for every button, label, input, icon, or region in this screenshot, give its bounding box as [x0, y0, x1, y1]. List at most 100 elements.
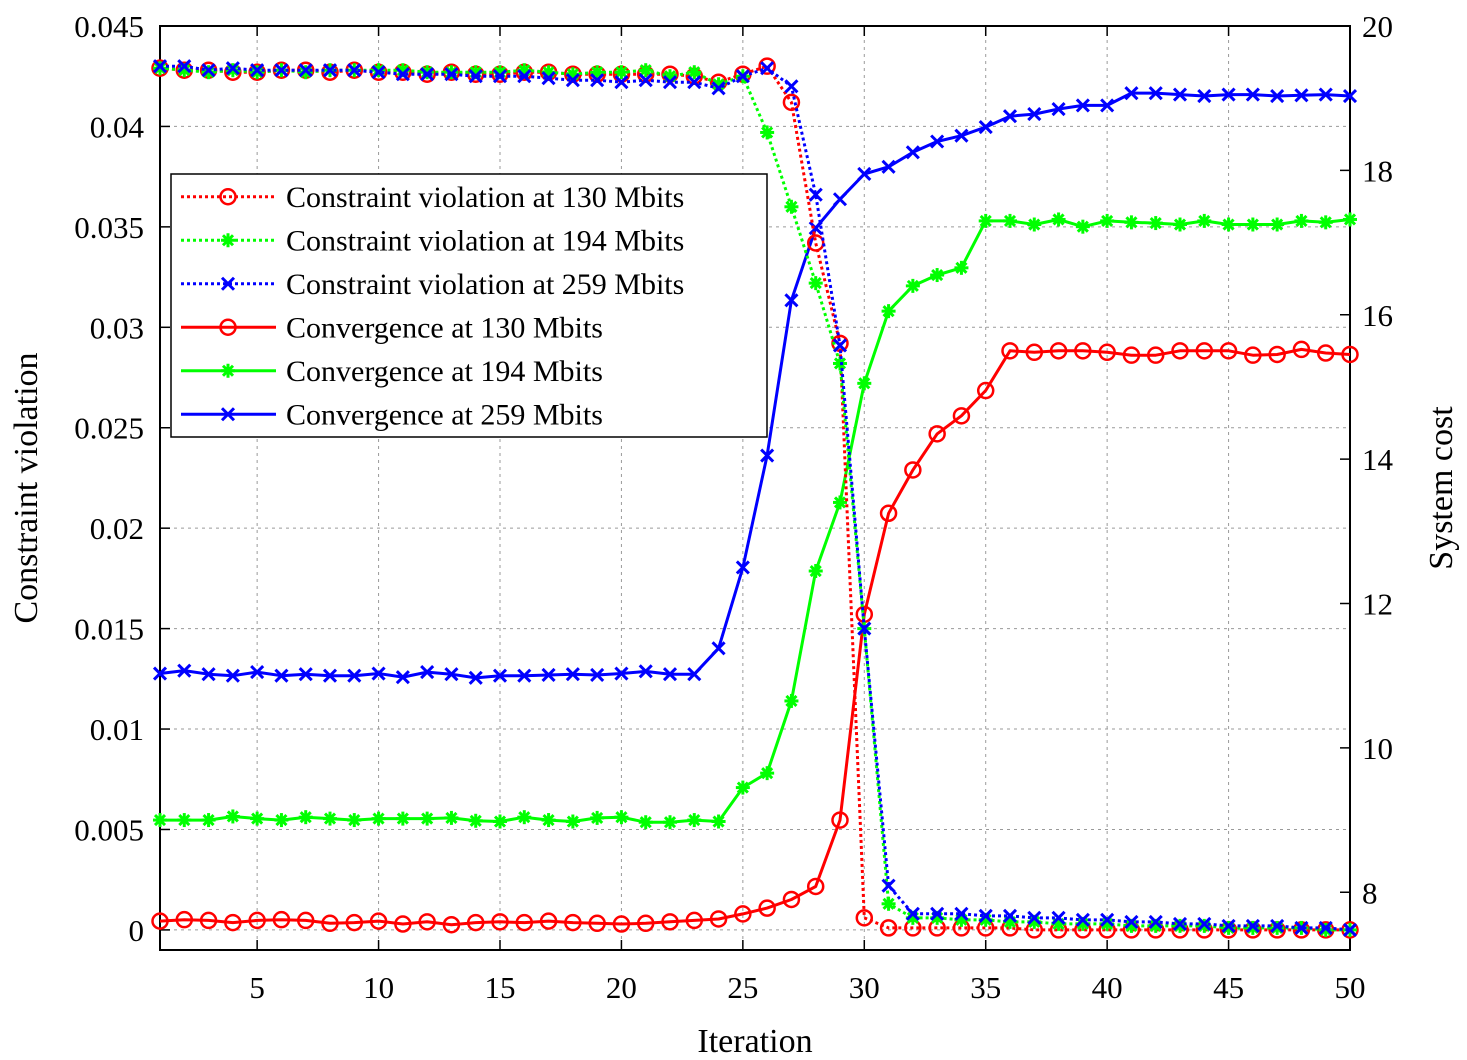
data-point: [808, 221, 823, 236]
legend-marker: [219, 318, 237, 336]
data-point: [930, 134, 945, 149]
data-point: [539, 912, 558, 930]
data-point: [1342, 88, 1358, 104]
data-point: [322, 63, 338, 78]
data-point: [1245, 217, 1260, 232]
data-point: [1270, 88, 1285, 104]
data-point: [711, 641, 726, 656]
data-point: [1270, 918, 1285, 933]
data-point: [371, 811, 386, 826]
legend-marker: [221, 233, 235, 248]
series-line: [159, 347, 1351, 927]
data-point: [806, 234, 825, 252]
data-point: [760, 61, 775, 76]
y-right-tick-label: 14: [1362, 442, 1394, 477]
data-point: [808, 276, 823, 291]
data-point: [321, 914, 339, 933]
data-point: [978, 213, 993, 228]
data-point: [1001, 342, 1019, 360]
data-point: [976, 381, 995, 400]
data-point: [687, 813, 702, 828]
data-point: [928, 425, 946, 443]
data-point: [369, 912, 388, 930]
legend-marker: [219, 188, 237, 206]
axis-ticks: [160, 25, 1351, 950]
legend-marker: [220, 276, 236, 291]
legend: Constraint violation at 130 Mbits Constra…: [170, 173, 768, 438]
series-convergence-at-259-mbits: [152, 86, 1358, 685]
legend-label: Constraint violation at 259 Mbits: [286, 268, 684, 301]
data-point: [347, 668, 362, 683]
data-point: [758, 57, 776, 75]
data-point: [1124, 215, 1139, 230]
data-point: [1197, 916, 1212, 931]
tick-labels: 5 10 15 20 25 30 35 40 45 50 0 0.005 0.01 0.015 0.02 0.…: [74, 9, 1393, 1005]
data-point: [881, 896, 896, 911]
data-point: [515, 913, 534, 932]
data-point: [832, 338, 848, 353]
x-tick-label: 35: [970, 970, 1001, 1005]
data-point: [1294, 88, 1309, 103]
data-point: [153, 813, 167, 828]
y-left-tick-label: 0.045: [74, 9, 144, 44]
data-point: [517, 810, 532, 825]
data-point: [152, 59, 168, 74]
data-point: [492, 69, 508, 84]
data-point: [832, 192, 848, 207]
data-point: [394, 915, 412, 933]
legend-item-constraint-violation-at-130-mbits: Constraint violation at 130 Mbits: [181, 181, 684, 214]
legend-item-convergence-at-130-mbits: Convergence at 130 Mbits: [181, 311, 603, 344]
data-point: [1173, 217, 1187, 232]
data-point: [614, 666, 629, 681]
y-right-tick-label: 18: [1362, 153, 1393, 188]
data-point: [1318, 87, 1333, 102]
data-point: [565, 73, 580, 88]
data-point: [541, 667, 556, 683]
data-point: [662, 667, 678, 682]
data-point: [879, 504, 898, 523]
data-point: [347, 813, 362, 828]
legend-label: Constraint violation at 194 Mbits: [286, 224, 684, 257]
data-point: [1171, 342, 1189, 360]
data-point: [760, 448, 775, 463]
data-point: [638, 664, 653, 679]
data-point: [685, 911, 704, 930]
data-point: [735, 560, 750, 575]
y-left-tick-label: 0.01: [90, 712, 144, 747]
y-left-axis-title: Constraint violation: [8, 352, 45, 623]
data-point: [687, 667, 702, 682]
data-point: [638, 815, 653, 830]
data-point: [1245, 87, 1260, 102]
data-point: [636, 914, 655, 933]
series-layer: [151, 57, 1359, 939]
data-point: [782, 93, 801, 112]
data-point: [881, 304, 896, 319]
data-point: [1002, 109, 1018, 124]
data-point: [493, 814, 507, 829]
data-point: [1146, 346, 1165, 364]
y-right-tick-label: 12: [1362, 587, 1393, 622]
data-point: [151, 912, 169, 930]
data-point: [954, 260, 969, 275]
data-point: [420, 811, 435, 826]
data-point: [1219, 342, 1238, 360]
series-convergence-at-130-mbits: [151, 340, 1359, 934]
data-point: [1294, 920, 1309, 935]
data-point: [345, 913, 364, 932]
data-point: [541, 813, 556, 828]
data-point: [904, 461, 922, 479]
legend-box: [170, 173, 768, 438]
data-point: [492, 668, 508, 683]
data-point: [1268, 345, 1286, 364]
data-point: [1148, 914, 1163, 929]
data-point: [274, 63, 289, 78]
data-point: [1244, 346, 1262, 364]
data-point: [564, 913, 582, 932]
y-left-tick-label: 0.015: [74, 612, 144, 647]
x-tick-label: 10: [363, 970, 394, 1005]
data-point: [517, 69, 532, 84]
data-point: [784, 293, 799, 308]
data-point: [395, 67, 410, 82]
data-point: [881, 878, 896, 893]
